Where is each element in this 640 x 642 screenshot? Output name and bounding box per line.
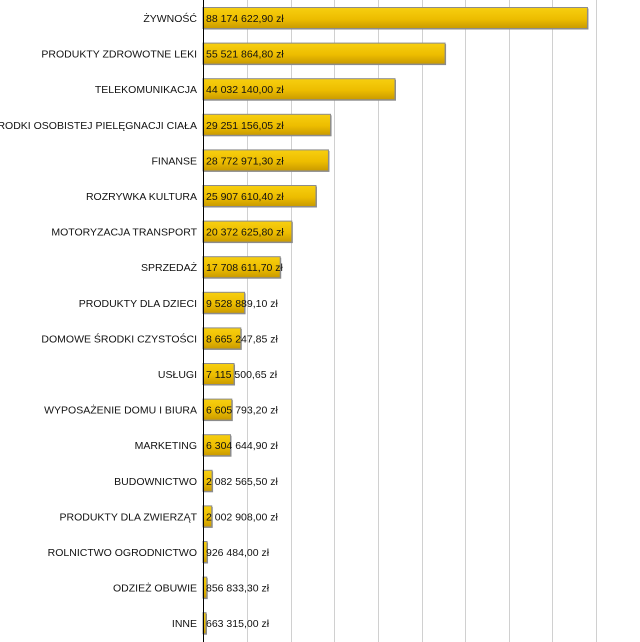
category-label: ODZIEŻ OBUWIE (113, 582, 197, 595)
category-label: USŁUGI (158, 369, 197, 381)
bars (202, 7, 589, 635)
data-label: 29 251 156,05 zł (206, 120, 284, 132)
data-label: 6 304 644,90 zł (206, 440, 278, 452)
data-label: 17 708 611,70 zł (206, 262, 284, 274)
category-label: BUDOWNICTWO (114, 476, 197, 488)
category-label: ROLNICTWO OGRODNICTWO (48, 547, 197, 559)
category-label: DOMOWE ŚRODKI CZYSTOŚCI (41, 332, 197, 345)
data-label: 663 315,00 zł (206, 618, 270, 630)
data-label: 2 082 565,50 zł (206, 476, 278, 488)
data-label: 55 521 864,80 zł (206, 49, 284, 61)
data-label: 44 032 140,00 zł (206, 84, 284, 96)
category-label: ŚRODKI OSOBISTEJ PIELĘGNACJI CIAŁA (0, 119, 197, 132)
category-label: MOTORYZACJA TRANSPORT (51, 227, 197, 239)
category-label: PRODUKTY DLA ZWIERZĄT (60, 511, 198, 523)
category-label: SPRZEDAŻ (141, 261, 198, 274)
category-label: INNE (172, 618, 197, 630)
data-label: 88 174 622,90 zł (206, 13, 284, 25)
labels: ŻYWNOŚĆ 88 174 622,90 zł PRODUKTY ZDROWOTN… (0, 12, 284, 630)
data-label: 926 484,00 zł (206, 547, 270, 559)
data-label: 20 372 625,80 zł (206, 227, 284, 239)
category-label: PRODUKTY DLA DZIECI (79, 298, 197, 310)
category-label: WYPOSAŻENIE DOMU I BIURA (44, 404, 197, 417)
category-label: FINANSE (151, 155, 197, 167)
data-label: 8 665 247,85 zł (206, 333, 278, 345)
category-label: ŻYWNOŚĆ (143, 12, 197, 25)
data-label: 25 907 610,40 zł (206, 191, 284, 203)
category-label: TELEKOMUNIKACJA (95, 84, 197, 96)
data-label: 7 115 500,65 zł (206, 369, 278, 381)
category-label: PRODUKTY ZDROWOTNE LEKI (41, 49, 197, 61)
data-label: 9 528 889,10 zł (206, 298, 278, 310)
data-label: 856 833,30 zł (206, 583, 270, 595)
data-label: 2 002 908,00 zł (206, 511, 278, 523)
data-label: 28 772 971,30 zł (206, 155, 284, 167)
gridlines (247, 0, 597, 642)
category-label: ROZRYWKA KULTURA (86, 191, 197, 203)
data-label: 6 605 793,20 zł (206, 405, 278, 417)
category-label: MARKETING (135, 440, 197, 452)
